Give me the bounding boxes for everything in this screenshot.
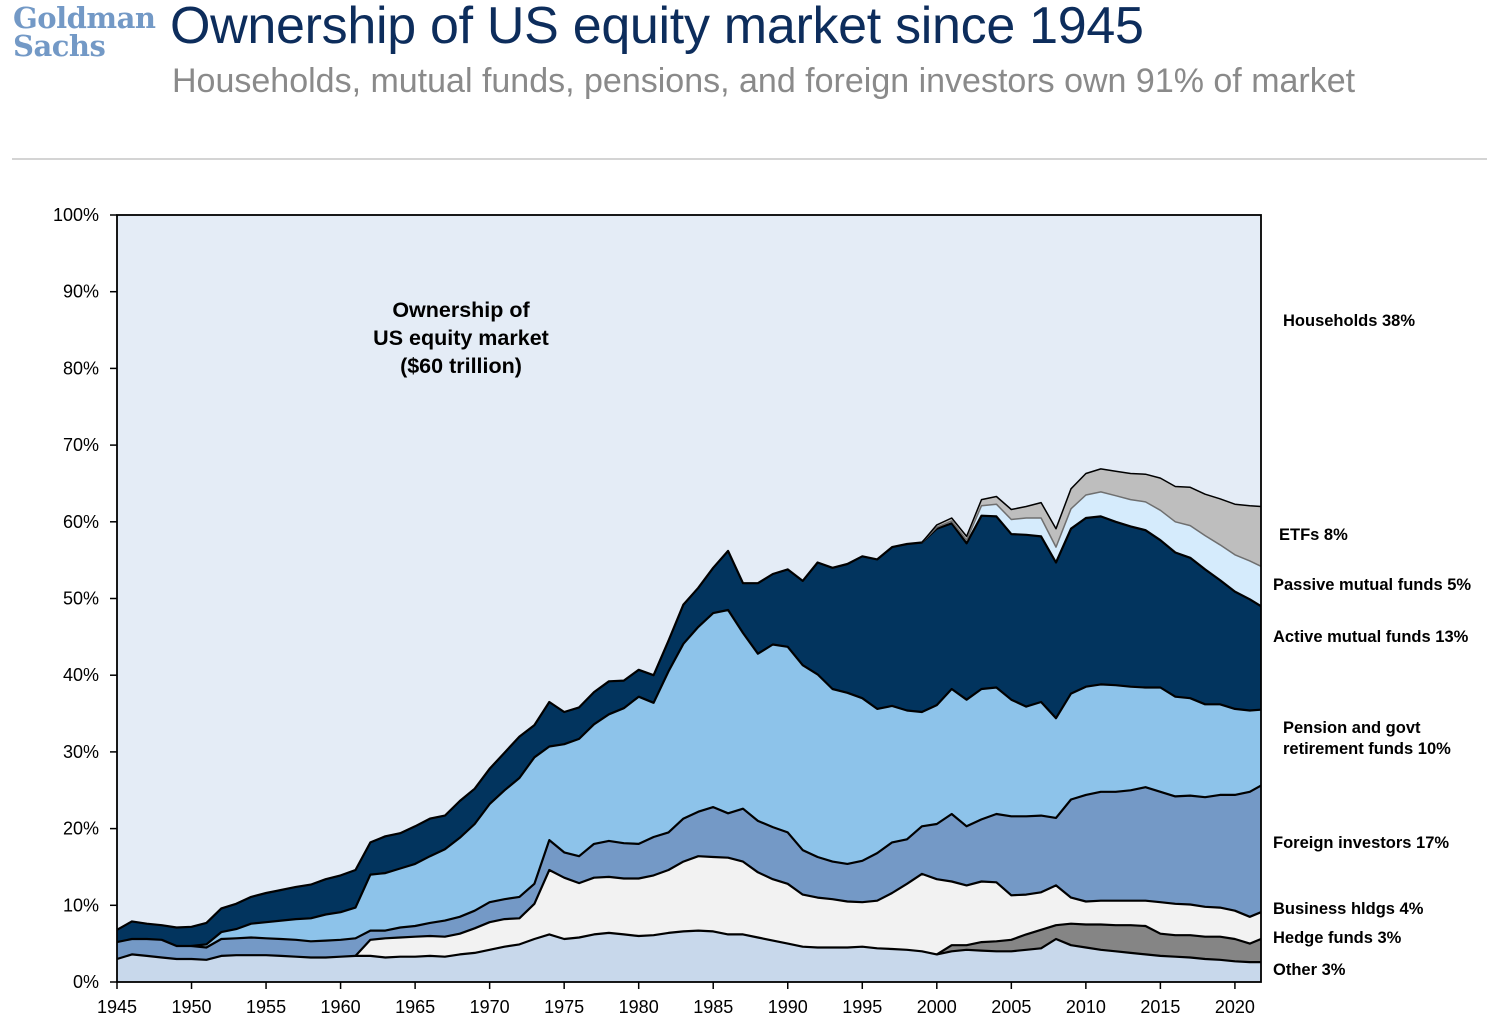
- label-passive-mutual-funds: Passive mutual funds 5%: [1273, 576, 1471, 594]
- y-tick-label: 20%: [63, 819, 99, 839]
- x-tick-label: 1960: [321, 997, 361, 1017]
- area-business-holdings: [117, 856, 1261, 960]
- x-tick-label: 1955: [246, 997, 286, 1017]
- label-pension-line-1: Pension and govt: [1283, 719, 1421, 737]
- y-tick-label: 50%: [63, 589, 99, 609]
- chart-annotation: Ownership of US equity market ($60 trill…: [373, 298, 549, 378]
- x-tick-label: 1950: [172, 997, 212, 1017]
- area-other: [117, 930, 1261, 982]
- x-tick-label: 1990: [768, 997, 808, 1017]
- goldman-sachs-logo: Goldman Sachs: [13, 1, 156, 63]
- boundary-hedge-funds: [936, 922, 1262, 956]
- stacked-areas: [116, 468, 1262, 982]
- annotation-line-2: US equity market: [373, 326, 549, 350]
- logo-line-1: Goldman: [13, 1, 156, 35]
- x-tick-label: 1975: [544, 997, 584, 1017]
- label-foreign-investors: Foreign investors 17%: [1273, 834, 1449, 852]
- y-tick-label: 10%: [63, 895, 99, 915]
- annotation-line-1: Ownership of: [392, 298, 530, 322]
- area-active-mutual-funds: [117, 515, 1261, 946]
- x-tick-label: 2020: [1215, 997, 1255, 1017]
- label-etfs: ETFs 8%: [1279, 526, 1348, 544]
- axes: 0% 10% 20% 30% 40% 50% 60% 70% 80% 90% 100% 1945 195…: [53, 205, 1262, 1017]
- y-tick-label: 40%: [63, 665, 99, 685]
- annotation-line-3: ($60 trillion): [400, 354, 522, 378]
- page-title: Ownership of US equity market since 1945: [170, 0, 1144, 55]
- boundary-other: [116, 929, 1261, 964]
- x-tick-label: 1980: [619, 997, 659, 1017]
- y-tick-label: 60%: [63, 512, 99, 532]
- label-active-mutual-funds: Active mutual funds 13%: [1273, 628, 1469, 646]
- x-tick-label: 1995: [842, 997, 882, 1017]
- label-other: Other 3%: [1273, 961, 1346, 979]
- x-tick-label: 2000: [917, 997, 957, 1017]
- boundary-etfs: [921, 468, 1262, 543]
- label-business-holdings: Business hldgs 4%: [1273, 900, 1424, 918]
- boundary-pension-and-govt-retirement-funds: [191, 608, 1262, 948]
- area-foreign-investors: [117, 785, 1261, 960]
- boundary-active-mutual-funds: [116, 514, 1262, 931]
- x-tick-label: 1965: [395, 997, 435, 1017]
- boundary-passive-mutual-funds: [921, 491, 1262, 567]
- boundary-business-holdings: [354, 855, 1262, 957]
- page-subtitle: Households, mutual funds, pensions, and …: [172, 62, 1356, 100]
- label-households: Households 38%: [1283, 312, 1415, 330]
- x-tick-label: 1945: [97, 997, 137, 1017]
- x-tick-label: 1985: [693, 997, 733, 1017]
- x-tick-label: 2010: [1066, 997, 1106, 1017]
- y-tick-label: 30%: [63, 742, 99, 762]
- x-tick-label: 2005: [991, 997, 1031, 1017]
- logo-line-2: Sachs: [13, 29, 106, 63]
- series-labels: Households 38% ETFs 8% Passive mutual fu…: [1273, 312, 1471, 979]
- x-tick-label: 2015: [1140, 997, 1180, 1017]
- y-tick-label: 70%: [63, 435, 99, 455]
- y-tick-label: 100%: [53, 205, 99, 225]
- label-pension-line-2: retirement funds 10%: [1283, 740, 1451, 758]
- header-divider: [12, 158, 1487, 160]
- x-tick-label: 1970: [470, 997, 510, 1017]
- boundary-foreign-investors: [116, 784, 1262, 949]
- y-tick-label: 0%: [73, 972, 99, 992]
- y-tick-label: 80%: [63, 358, 99, 378]
- label-hedge-funds: Hedge funds 3%: [1273, 929, 1402, 947]
- y-tick-label: 90%: [63, 282, 99, 302]
